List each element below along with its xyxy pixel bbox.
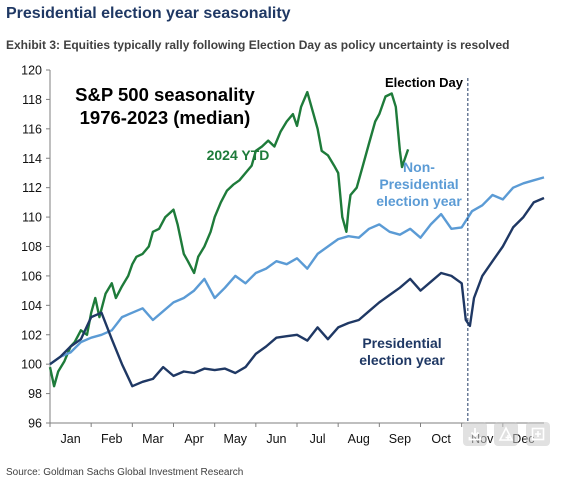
page-subtitle: Exhibit 3: Equities typically rally foll… bbox=[6, 38, 510, 52]
y-tick-label: 98 bbox=[28, 387, 42, 401]
y-tick-label: 110 bbox=[22, 211, 42, 225]
x-tick-label: Mar bbox=[142, 432, 164, 446]
x-tick-label: Sep bbox=[389, 432, 411, 446]
x-axis-ticks: JanFebMarAprMayJunJulAugSepOctNovDec bbox=[49, 423, 535, 446]
non-presidential-label: Non- bbox=[403, 159, 435, 175]
y-tick-label: 96 bbox=[28, 417, 42, 431]
y-tick-label: 106 bbox=[21, 269, 42, 283]
page-title: Presidential election year seasonality bbox=[6, 5, 291, 22]
x-tick-label: May bbox=[223, 432, 247, 446]
non-presidential-label: Presidential bbox=[379, 176, 458, 192]
download-button[interactable] bbox=[463, 422, 487, 446]
non-presidential-line bbox=[49, 176, 545, 366]
y-tick-label: 120 bbox=[21, 64, 42, 78]
x-tick-label: Apr bbox=[184, 432, 203, 446]
2024-ytd-line bbox=[48, 90, 410, 388]
source-note: Source: Goldman Sachs Global Investment … bbox=[6, 467, 244, 478]
x-tick-label: Feb bbox=[101, 432, 123, 446]
download-icon bbox=[468, 428, 482, 441]
y-tick-label: 102 bbox=[21, 328, 42, 342]
chart-title: S&P 500 seasonality bbox=[75, 84, 255, 105]
x-tick-label: Jul bbox=[310, 432, 326, 446]
share-icon bbox=[498, 426, 514, 441]
chart-title-line2: 1976-2023 (median) bbox=[80, 107, 251, 128]
y-tick-label: 112 bbox=[22, 181, 42, 195]
presidential-line bbox=[49, 196, 545, 388]
x-tick-label: Aug bbox=[348, 432, 370, 446]
share-button[interactable] bbox=[494, 422, 518, 446]
y-axis-ticks: 96 98 100 102 104 106 108 110 112 114 116 118 120 bbox=[21, 64, 50, 431]
2024-ytd-label: 2024 YTD bbox=[207, 147, 270, 163]
series-lines bbox=[48, 90, 545, 388]
non-presidential-label: election year bbox=[376, 193, 462, 209]
y-tick-label: 114 bbox=[22, 152, 42, 166]
expand-icon bbox=[531, 427, 545, 441]
x-tick-label: Jun bbox=[266, 432, 286, 446]
y-tick-label: 116 bbox=[22, 122, 42, 136]
presidential-label: Presidential bbox=[362, 335, 441, 351]
presidential-label: election year bbox=[359, 352, 445, 368]
x-tick-label: Jan bbox=[61, 432, 81, 446]
election-day-label: Election Day bbox=[385, 75, 464, 90]
y-tick-label: 108 bbox=[21, 240, 42, 254]
expand-button[interactable] bbox=[526, 422, 550, 446]
y-tick-label: 100 bbox=[21, 358, 42, 372]
y-tick-label: 118 bbox=[22, 93, 42, 107]
x-tick-label: Oct bbox=[431, 432, 451, 446]
y-tick-label: 104 bbox=[21, 299, 42, 313]
